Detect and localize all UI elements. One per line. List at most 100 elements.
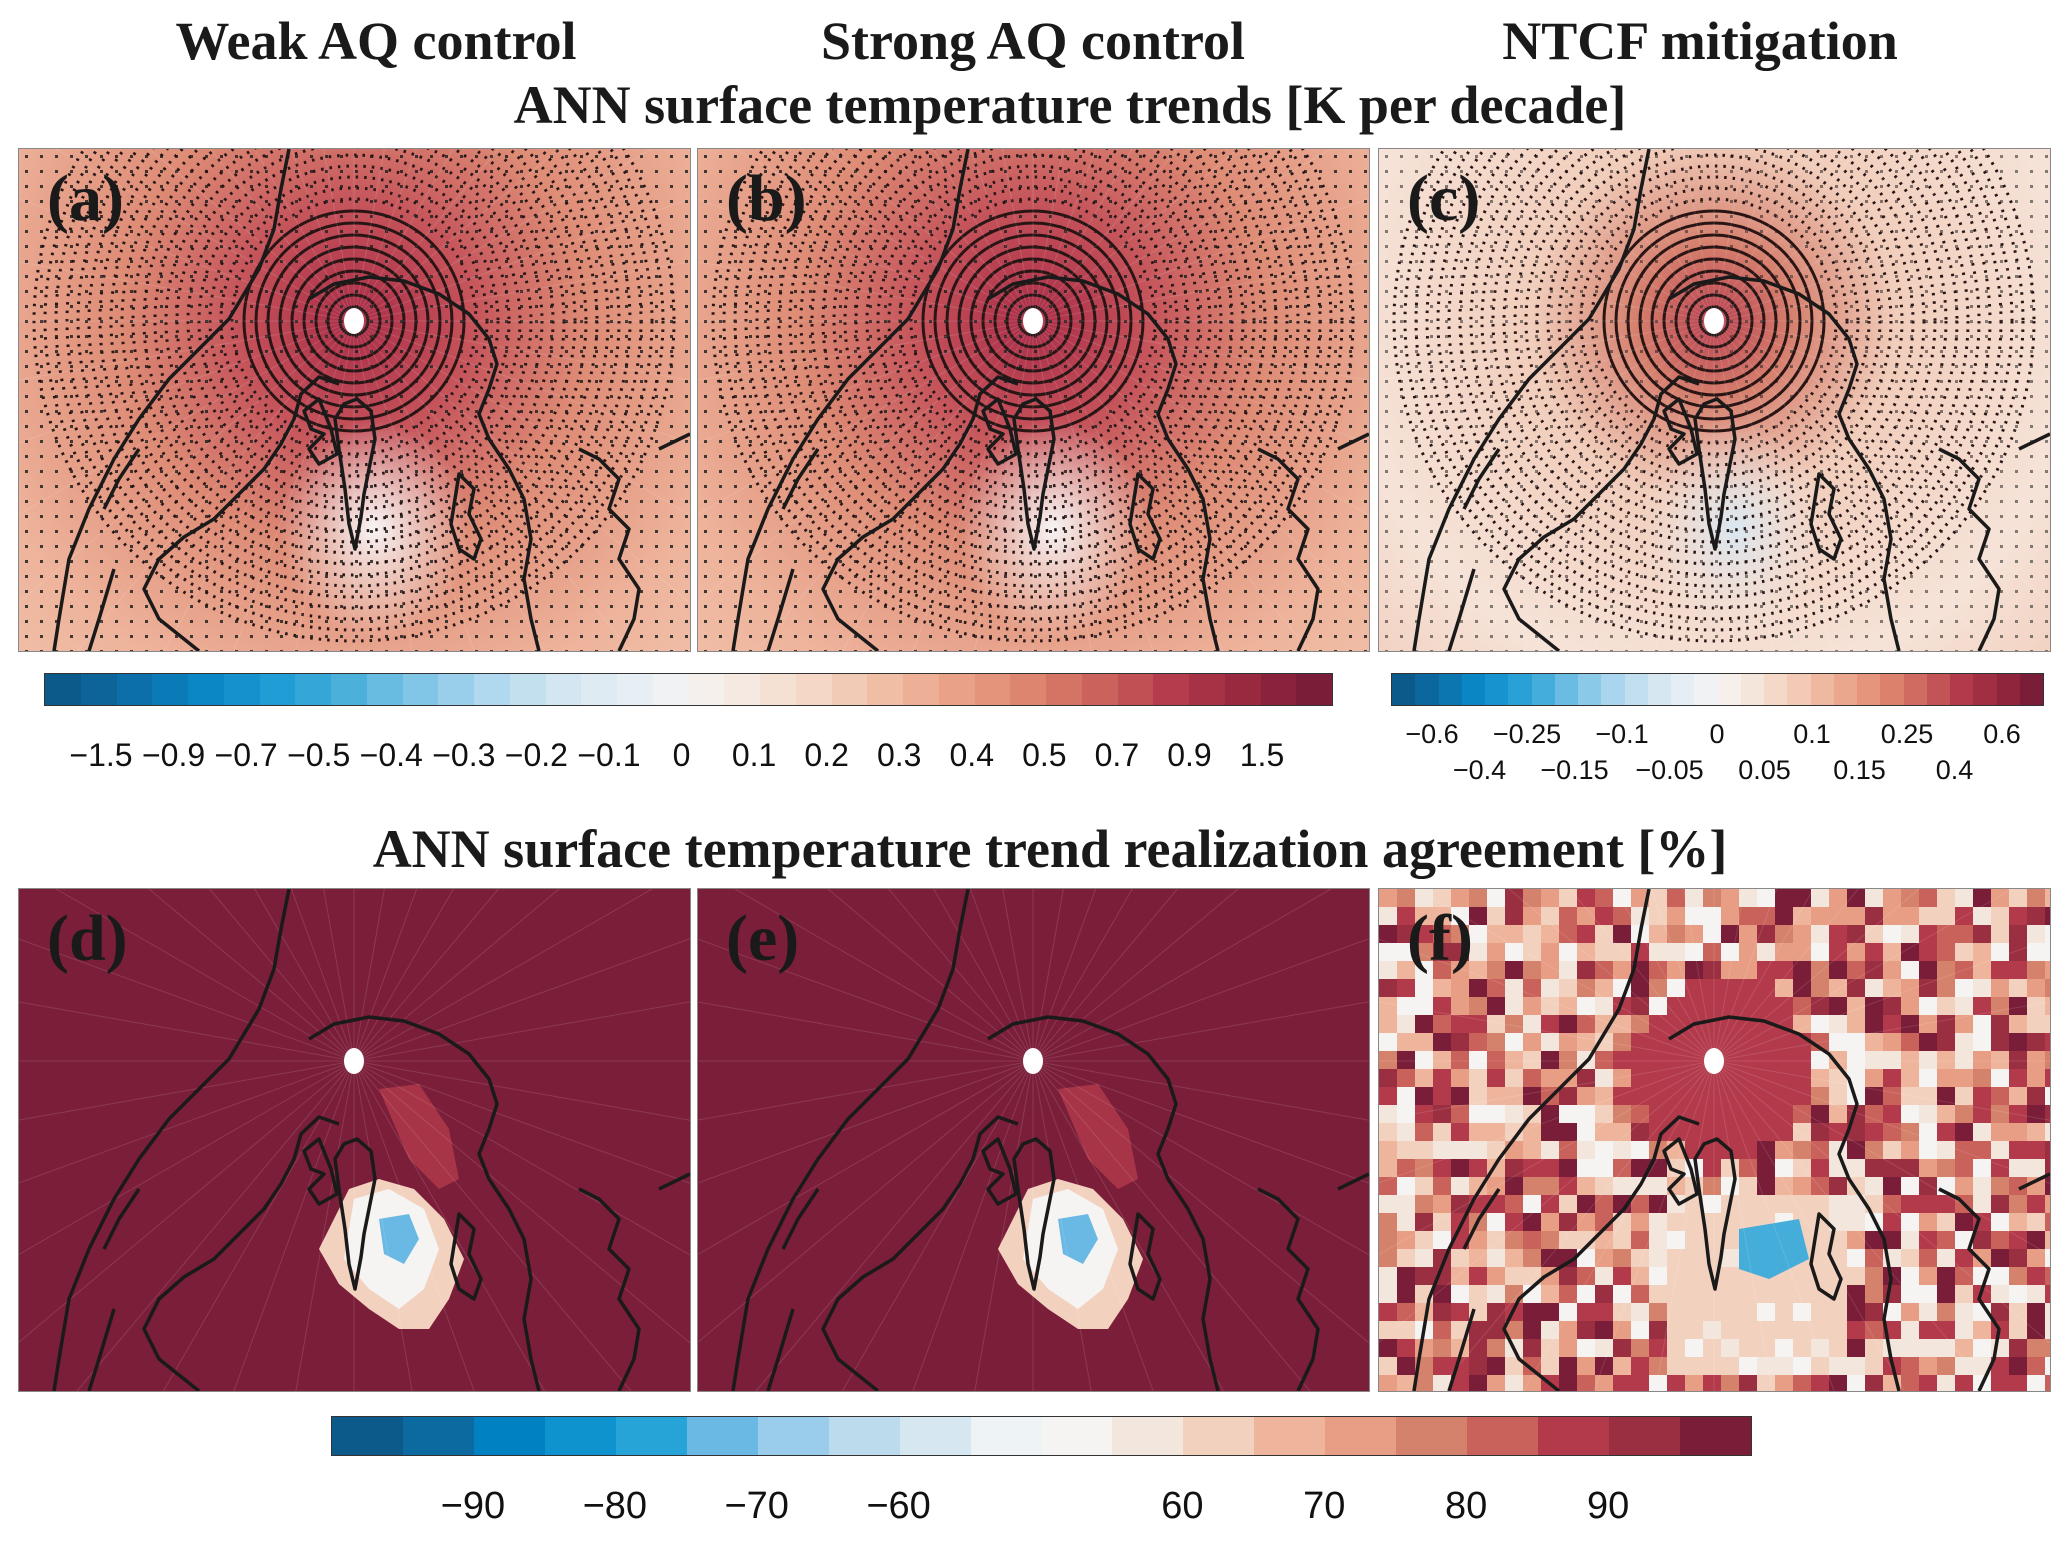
agreement-cell xyxy=(1451,925,1469,943)
agreement-cell xyxy=(1595,1339,1613,1357)
agreement-cell xyxy=(1631,1015,1649,1033)
agreement-cell xyxy=(1883,1051,1901,1069)
agreement-cell xyxy=(1523,1177,1541,1195)
coastline xyxy=(1257,1187,1320,1391)
coastline xyxy=(731,149,970,651)
agreement-cell xyxy=(1757,1357,1775,1375)
agreement-cell xyxy=(1883,1123,1901,1141)
solid-ring xyxy=(993,281,1073,361)
agreement-cell xyxy=(1487,1033,1505,1051)
agreement-cell xyxy=(1487,1051,1505,1069)
agreement-cell xyxy=(1379,943,1397,961)
agreement-cell xyxy=(1397,1213,1415,1231)
agreement-cell xyxy=(1397,1375,1415,1391)
agreement-cell xyxy=(1865,1303,1883,1321)
meridian xyxy=(19,938,355,1062)
pole-mask xyxy=(1023,1048,1043,1074)
agreement-cell xyxy=(1703,1375,1721,1391)
meridian xyxy=(698,320,1034,381)
agreement-cell xyxy=(1811,1249,1829,1267)
meridian xyxy=(353,889,499,1062)
agreement-cell xyxy=(1865,1033,1883,1051)
agreement-cell xyxy=(1685,979,1703,997)
solid-ring xyxy=(1614,221,1814,421)
meridian xyxy=(1032,149,1133,322)
meridian xyxy=(1379,1060,1715,1121)
agreement-cell xyxy=(1613,1357,1631,1375)
agreement-cell xyxy=(1397,1249,1415,1267)
agreement-cell xyxy=(1541,1105,1559,1123)
coastline xyxy=(1938,1187,2001,1391)
agreement-cell xyxy=(1559,1213,1577,1231)
coastline xyxy=(731,889,970,1391)
colorbar-tick-label: −0.25 xyxy=(1492,719,1562,749)
meridian xyxy=(353,1060,413,1391)
agreement-cell xyxy=(1901,1357,1919,1375)
agreement-cell xyxy=(1559,1321,1577,1339)
meridian xyxy=(1614,149,1715,322)
agreement-cell xyxy=(1667,1357,1685,1375)
agreement-cell xyxy=(1883,1069,1901,1087)
agreement-cell xyxy=(1811,1357,1829,1375)
agreement-cell xyxy=(1595,1087,1613,1105)
agreement-cell xyxy=(1469,1357,1487,1375)
meridian xyxy=(233,320,355,651)
agreement-cell xyxy=(1379,1375,1397,1391)
agreement-cell xyxy=(1649,1303,1667,1321)
solid-ring xyxy=(314,281,394,361)
agreement-cell xyxy=(1829,1357,1847,1375)
agreement-cell xyxy=(1955,979,1973,997)
agreement-cell xyxy=(2009,1033,2027,1051)
agreement-cell xyxy=(1487,1177,1505,1195)
agreement-cell xyxy=(1451,1069,1469,1087)
agreement-cell xyxy=(1469,1231,1487,1249)
agreement-cell xyxy=(1667,1321,1685,1339)
coastline xyxy=(308,275,541,651)
agreement-cell xyxy=(1973,925,1991,943)
agreement-cell xyxy=(1379,1087,1397,1105)
dotted-ring xyxy=(120,149,588,555)
agreement-cell xyxy=(1955,961,1973,979)
meridian xyxy=(353,320,690,516)
agreement-cell xyxy=(1397,1177,1415,1195)
agreement-cell xyxy=(1595,943,1613,961)
agreement-cell xyxy=(1631,979,1649,997)
agreement-cell xyxy=(1559,1123,1577,1141)
agreement-cell xyxy=(1991,1159,2009,1177)
agreement-cell xyxy=(1433,1177,1451,1195)
agreement-cell xyxy=(1523,1015,1541,1033)
solid-ring xyxy=(1674,281,1754,361)
agreement-cell xyxy=(1685,1051,1703,1069)
coastline xyxy=(1938,447,2001,651)
dotted-ring xyxy=(865,153,1201,489)
meridian xyxy=(209,149,355,322)
agreement-cell xyxy=(1937,961,1955,979)
agreement-cell xyxy=(1793,979,1811,997)
agreement-cell xyxy=(1433,1105,1451,1123)
agreement-cell xyxy=(1451,1177,1469,1195)
agreement-cell xyxy=(1829,1177,1847,1195)
agreement-cell xyxy=(1433,943,1451,961)
meridian xyxy=(755,1060,1034,1391)
agreement-cell xyxy=(1919,1159,1937,1177)
colorbar-segment xyxy=(1117,674,1154,705)
colorbar-tick-label: −90 xyxy=(440,1485,506,1527)
agreement-cell xyxy=(1415,1249,1433,1267)
agreement-cell xyxy=(1919,925,1937,943)
agreement-cell xyxy=(1397,1069,1415,1087)
panel-label: (b) xyxy=(726,162,807,235)
colorbar-segment xyxy=(1081,674,1118,705)
dotted-ring xyxy=(1447,149,1981,588)
agreement-cell xyxy=(1847,889,1865,907)
agreement-cell xyxy=(1937,1069,1955,1087)
agreement-cell xyxy=(1505,889,1523,907)
agreement-cell xyxy=(2027,1231,2045,1249)
agreement-cell xyxy=(1991,1069,2009,1087)
agreement-cell xyxy=(1793,1123,1811,1141)
agreement-cell xyxy=(1793,1087,1811,1105)
agreement-cell xyxy=(1775,1159,1793,1177)
agreement-cell xyxy=(1721,1249,1739,1267)
meridian xyxy=(1032,1001,1369,1062)
meridian xyxy=(1379,938,1715,1062)
agreement-cell xyxy=(1955,1267,1973,1285)
